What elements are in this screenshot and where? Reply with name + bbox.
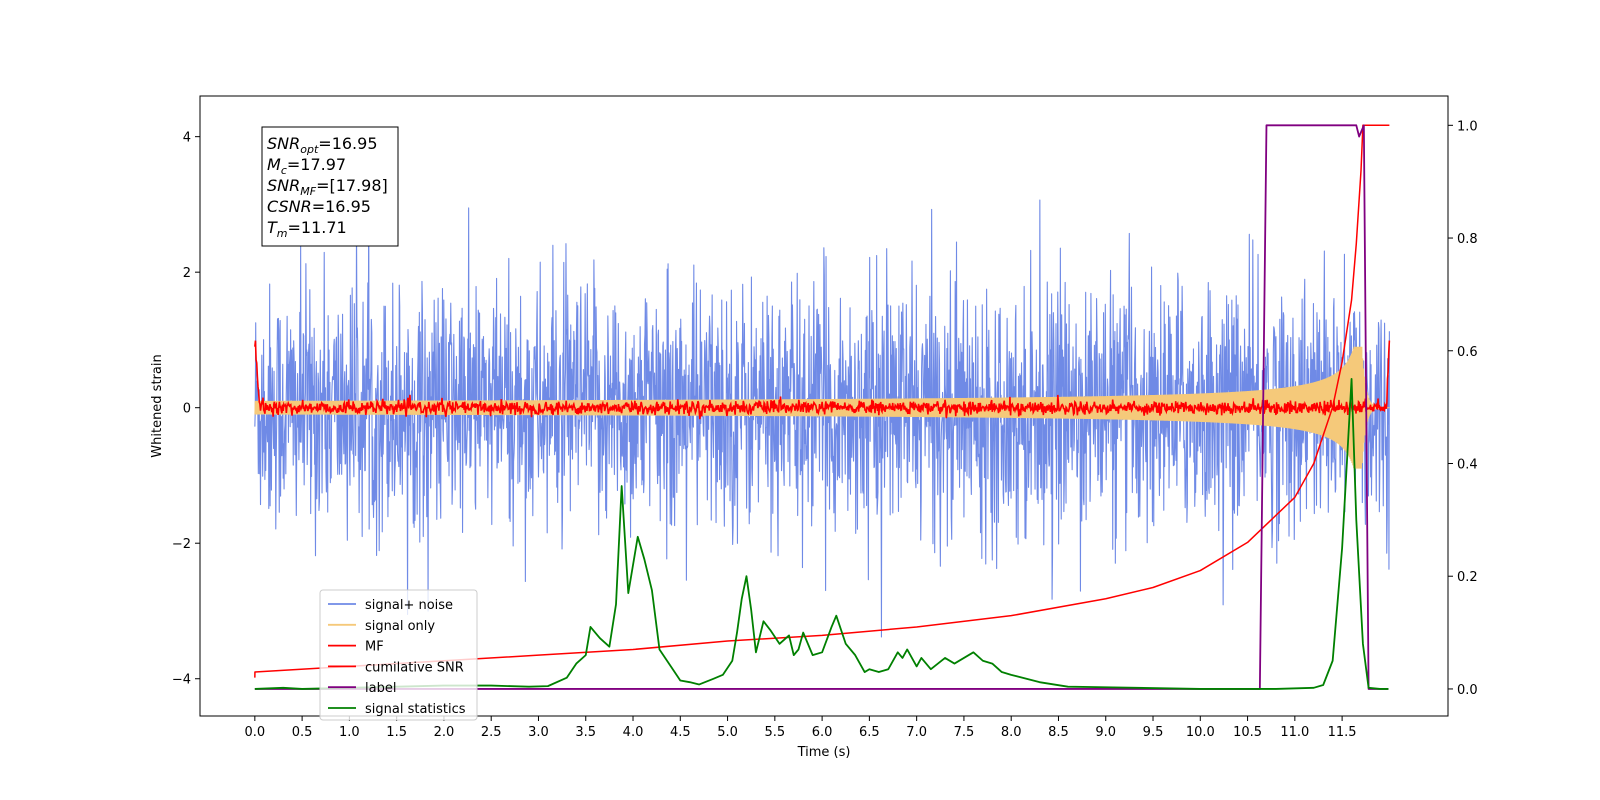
x-tick-label: 4.0 [623,725,644,740]
y-axis-left: −4 −2 0 2 4 [172,131,200,688]
x-axis-label: Time (s) [797,745,851,760]
legend-entry: label [365,681,396,696]
x-tick-label: 7.5 [954,725,975,740]
x-tick-label: 7.0 [906,725,927,740]
legend-entry: MF [365,640,384,655]
y-axis-label: Whitened strain [150,354,165,457]
series-signal-statistics [254,378,1389,690]
y-tick-label: 2 [183,266,191,281]
x-tick-label: 1.5 [386,725,407,740]
y2-tick-label: 0.2 [1457,570,1478,585]
y-tick-label: −4 [172,673,191,688]
plot-area [254,124,1391,690]
x-tick-label: 10.5 [1233,725,1262,740]
y2-tick-label: 0.0 [1457,683,1478,698]
x-tick-label: 4.5 [670,725,691,740]
x-tick-label: 5.5 [764,725,785,740]
legend-entry: cumilative SNR [365,660,464,675]
series-cumulative-snr [254,124,1390,678]
y-tick-label: 4 [183,131,191,146]
x-tick-label: 6.0 [812,725,833,740]
x-tick-label: 9.0 [1095,725,1116,740]
series-mf [254,340,1391,420]
y2-tick-label: 1.0 [1457,119,1478,134]
annotation-frame [261,126,399,247]
x-tick-label: 3.0 [528,725,549,740]
y-axis-right: 0.0 0.2 0.4 0.6 0.8 1.0 [1448,119,1478,698]
y2-tick-label: 0.6 [1457,345,1478,360]
legend-entry: signal statistics [365,702,466,717]
annotation-line: SNRMF=[17.98] [267,176,388,198]
annotation-line: CSNR=16.95 [267,197,371,216]
x-tick-label: 10.0 [1186,725,1215,740]
y2-tick-label: 0.8 [1457,232,1478,247]
x-tick-label: 11.5 [1328,725,1357,740]
x-tick-label: 6.5 [859,725,880,740]
x-tick-label: 5.0 [717,725,738,740]
y-tick-label: −2 [172,537,191,552]
annotation-line: Tm=11.71 [267,218,347,240]
legend-entry: signal only [365,619,435,634]
x-tick-label: 2.0 [434,725,455,740]
y2-tick-label: 0.4 [1457,457,1478,472]
x-axis: 0.0 0.5 1.0 1.5 2.0 2.5 3.0 3.5 4.0 4.5 5.0 5.5 6.0 6… [244,716,1357,740]
legend-frame [319,589,478,721]
x-tick-label: 3.5 [575,725,596,740]
plot-frame [199,95,1449,717]
x-tick-label: 11.0 [1280,725,1309,740]
series-label [254,124,1389,690]
legend: signal+ noise signal only MF cumilative SNR… [319,589,478,721]
annotation-line: SNRopt=16.95 [267,134,378,156]
x-tick-label: 2.5 [481,725,502,740]
annotation-box: SNRopt=16.95Mc=17.97SNRMF=[17.98]CSNR=16… [261,126,399,247]
x-tick-label: 8.5 [1048,725,1069,740]
y-tick-label: 0 [183,402,191,417]
x-tick-label: 0.0 [244,725,265,740]
legend-entry: signal+ noise [365,598,453,613]
x-tick-label: 9.5 [1143,725,1164,740]
x-tick-label: 8.0 [1001,725,1022,740]
annotation-line: Mc=17.97 [267,155,346,177]
x-tick-label: 1.0 [339,725,360,740]
x-tick-label: 0.5 [292,725,313,740]
